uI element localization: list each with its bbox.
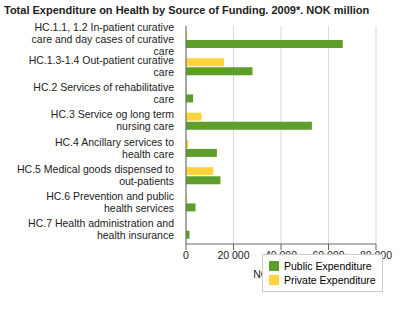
svg-text:40 000: 40 000 [265, 249, 297, 261]
svg-text:HC.6 Prevention and publicheal: HC.6 Prevention and publichealth service… [46, 190, 174, 214]
svg-text:60 000: 60 000 [312, 249, 344, 261]
svg-text:HC.3 Service og long termnursi: HC.3 Service og long termnursing care [51, 108, 174, 132]
svg-text:20 000: 20 000 [217, 249, 249, 261]
svg-text:HC.1.1, 1.2 In-patient curativ: HC.1.1, 1.2 In-patient curativecare and … [32, 22, 175, 56]
svg-text:HC.7 Health administration and: HC.7 Health administration andhealth ins… [28, 217, 174, 241]
html-text:Total Expenditure on Health by: Total Expenditure on Health by Source of… [4, 4, 370, 16]
html-text:Public Expenditure: Public Expenditure [284, 260, 372, 272]
svg-text:NOK million: NOK million [253, 268, 309, 280]
svg-text:80 000: 80 000 [360, 249, 392, 261]
svg-text:0: 0 [183, 249, 189, 261]
svg-text:HC.2 Services of rehabilitativ: HC.2 Services of rehabilitativecare [33, 81, 174, 105]
svg-text:HC.5 Medical goods dispensed t: HC.5 Medical goods dispensed toout-patie… [17, 163, 174, 187]
html-text:Private Expenditure: Private Expenditure [284, 274, 376, 286]
svg-text:HC.4 Ancillary services toheal: HC.4 Ancillary services tohealth care [55, 135, 174, 159]
svg-text:HC.1.3-1.4 Out-patient curativ: HC.1.3-1.4 Out-patient curativecare [29, 54, 174, 78]
